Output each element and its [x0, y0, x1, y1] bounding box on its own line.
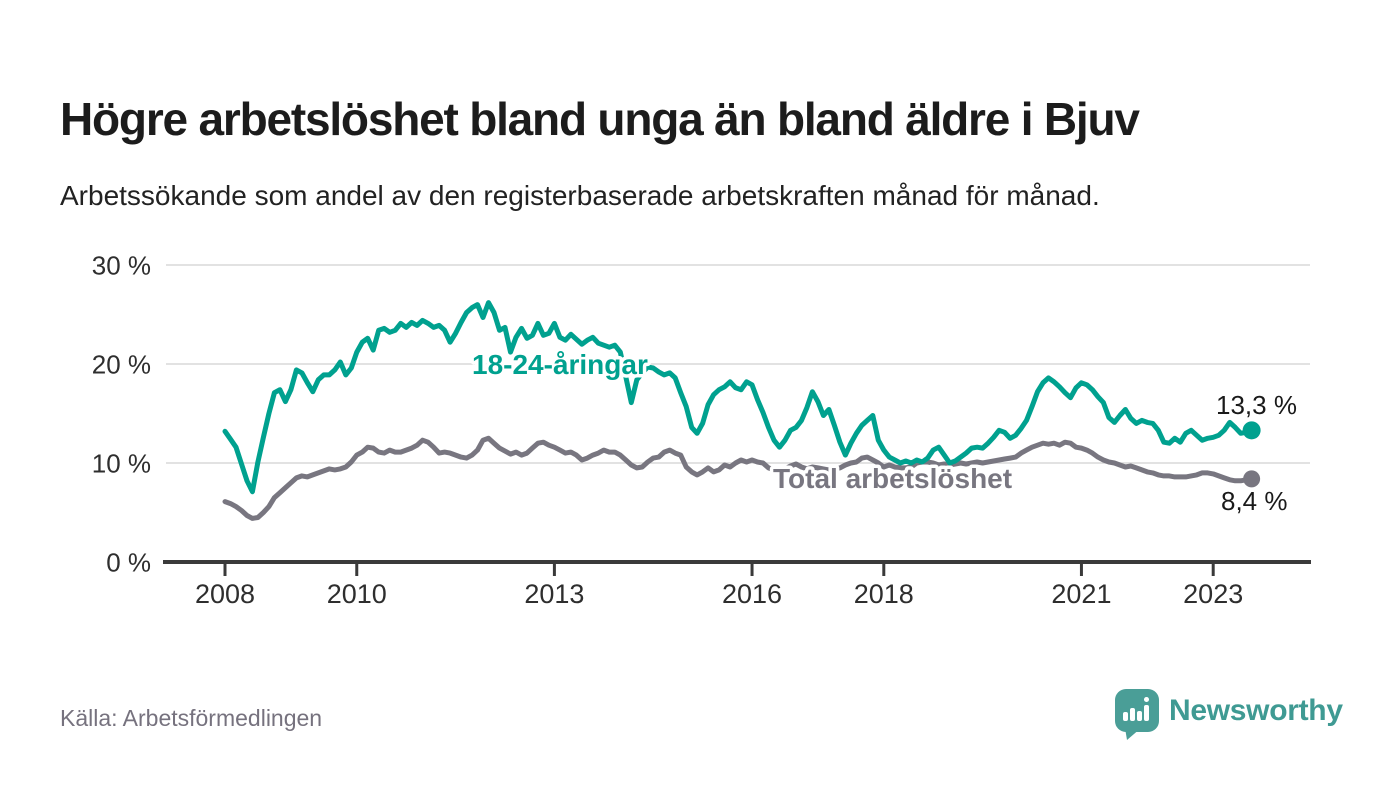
- y-tick-label: 20 %: [92, 350, 151, 380]
- y-tick-label: 0 %: [106, 548, 151, 578]
- series-end-dot-youth: [1242, 421, 1261, 440]
- x-tick-label: 2016: [722, 579, 782, 609]
- y-tick-label: 30 %: [92, 251, 151, 281]
- series-line-youth: [222, 300, 1255, 495]
- y-tick-label: 10 %: [92, 449, 151, 479]
- x-tick-label: 2010: [327, 579, 387, 609]
- x-tick-label: 2018: [854, 579, 914, 609]
- line-chart: 2008 2010 2013 2016 2018 2021 2023 0 % 10 % 20 % 3…: [92, 251, 1311, 609]
- series-end-dot-total: [1243, 470, 1261, 488]
- x-tick-label: 2021: [1051, 579, 1111, 609]
- newsworthy-wordmark: Newsworthy: [1169, 694, 1343, 727]
- newsworthy-logo-icon: [1115, 689, 1159, 740]
- source-note: Källa: Arbetsförmedlingen: [60, 705, 323, 731]
- chart-subtitle: Arbetssökande som andel av den registerb…: [60, 180, 1100, 211]
- page-title: Högre arbetslöshet bland unga än bland ä…: [60, 92, 1140, 145]
- series-label-total: Total arbetslöshet: [773, 463, 1012, 494]
- series-line-total: [222, 435, 1255, 521]
- x-tick-label: 2023: [1183, 579, 1243, 609]
- newsworthy-branding: Newsworthy: [1114, 688, 1343, 740]
- end-value-label-total: 8,4 %: [1221, 486, 1288, 516]
- x-tick-label: 2008: [195, 579, 255, 609]
- series-label-youth: 18-24-åringar: [472, 349, 648, 380]
- x-tick-label: 2013: [524, 579, 584, 609]
- end-value-label-youth: 13,3 %: [1216, 390, 1297, 420]
